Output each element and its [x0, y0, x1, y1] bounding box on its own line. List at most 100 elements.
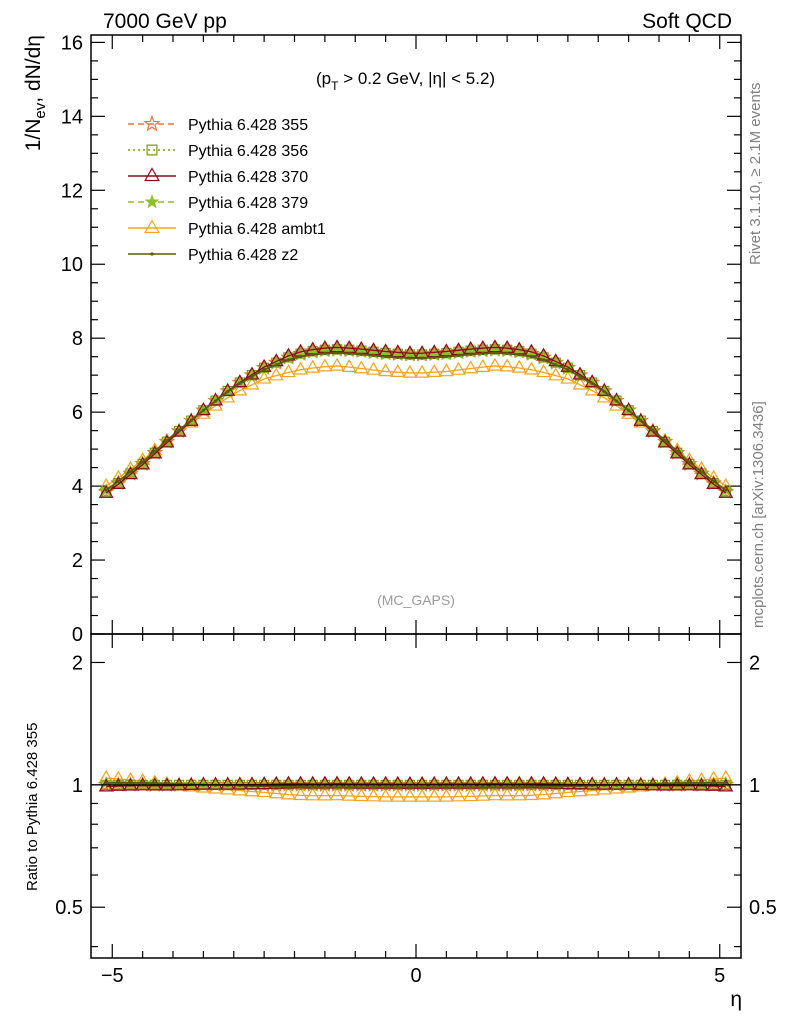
data-point: [444, 355, 448, 359]
legend-marker: [144, 167, 160, 182]
data-point: [444, 785, 448, 789]
data-point: [165, 438, 169, 443]
data-point: [153, 781, 157, 785]
data-point: [517, 785, 521, 789]
data-point: [226, 390, 230, 394]
data-point: [578, 374, 582, 379]
data-point: [548, 785, 564, 799]
data-point: [283, 352, 294, 363]
data-point: [426, 788, 442, 802]
data-point: [390, 788, 406, 802]
data-point: [438, 363, 454, 377]
rivet-label: Rivet 3.1.10, ≥ 2.1M events: [747, 83, 764, 266]
data-point: [699, 470, 704, 474]
data-point: [414, 788, 430, 802]
data-point: [128, 781, 133, 785]
data-point: [566, 368, 570, 372]
data-point: [408, 785, 412, 789]
data-point: [232, 776, 248, 790]
legend-entry: Pythia 6.428 ambt1: [128, 219, 326, 238]
legend-entry: Pythia 6.428 379: [128, 194, 308, 212]
data-point: [353, 360, 369, 374]
data-point: [517, 353, 521, 357]
data-point: [341, 358, 357, 372]
y-tick-label: 10: [61, 254, 83, 276]
data-point: [687, 460, 691, 464]
data-point: [420, 785, 424, 789]
y-tick-label: 12: [61, 180, 83, 202]
data-point: [268, 367, 284, 381]
data-point: [724, 781, 728, 785]
data-point: [104, 488, 108, 492]
data-point: [378, 363, 394, 377]
data-point: [329, 787, 345, 801]
data-point: [584, 382, 600, 396]
data-point: [335, 785, 339, 789]
data-point: [560, 370, 576, 384]
series-line-2: [105, 346, 727, 494]
data-point: [675, 781, 679, 785]
data-point: [366, 788, 381, 802]
data-point: [651, 428, 655, 432]
data-point: [451, 361, 466, 375]
data-point: [541, 784, 546, 789]
data-point: [572, 776, 588, 790]
data-point: [614, 399, 619, 403]
data-point: [621, 776, 637, 790]
y-tick-label: 2: [72, 550, 83, 572]
data-point: [286, 358, 291, 362]
data-point: [371, 353, 376, 358]
data-point: [681, 777, 697, 791]
ratio-y-tick-label: 2: [72, 652, 83, 674]
data-point: [244, 776, 260, 790]
legend-label: Pythia 6.428 356: [188, 143, 308, 160]
y-axis-label-a: 1/N: [22, 119, 45, 152]
data-point: [475, 358, 491, 372]
y-tick-label: 8: [72, 328, 83, 350]
ratio-y-tick-label-right: 0.5: [749, 897, 777, 919]
mcplots-label: mcplots.cern.ch [arXiv:1306.3436]: [750, 401, 767, 628]
data-point: [256, 370, 272, 384]
data-point: [298, 354, 303, 359]
cut-sub: T: [331, 79, 339, 93]
y-tick-label: 4: [72, 476, 83, 498]
data-point: [307, 346, 318, 357]
data-point: [268, 775, 284, 789]
legend-entry: Pythia 6.428 370: [128, 167, 308, 186]
legend-label: Pythia 6.428 370: [188, 169, 308, 186]
data-point: [657, 434, 673, 448]
data-point: [469, 785, 473, 789]
data-point: [432, 355, 436, 360]
data-point: [572, 366, 588, 380]
data-point: [456, 353, 461, 358]
data-point: [232, 382, 248, 396]
data-point: [432, 785, 436, 789]
data-point: [208, 776, 224, 790]
legend-marker: [144, 194, 160, 209]
data-point: [98, 484, 114, 498]
data-point: [183, 412, 199, 426]
data-point: [402, 788, 418, 802]
data-point: [384, 785, 388, 789]
data-point: [687, 781, 691, 785]
legend-marker: [150, 252, 154, 256]
data-point: [675, 449, 679, 453]
data-point: [323, 351, 327, 356]
data-point: [602, 390, 606, 394]
series-line-3: [105, 350, 727, 491]
data-point: [627, 408, 631, 412]
data-point: [280, 786, 296, 800]
data-point: [511, 787, 527, 801]
header-collision-label: 7000 GeV pp: [103, 10, 227, 33]
data-point: [286, 784, 291, 789]
data-point: [493, 785, 497, 789]
data-point: [499, 787, 515, 801]
data-point: [347, 785, 351, 789]
data-point: [596, 776, 612, 790]
y-axis-label: 1/Nev, dN/dη: [22, 35, 49, 151]
data-point: [280, 364, 296, 378]
data-point: [414, 364, 430, 378]
data-point: [438, 788, 454, 802]
series-line-5: [105, 352, 727, 491]
data-point: [487, 357, 503, 371]
